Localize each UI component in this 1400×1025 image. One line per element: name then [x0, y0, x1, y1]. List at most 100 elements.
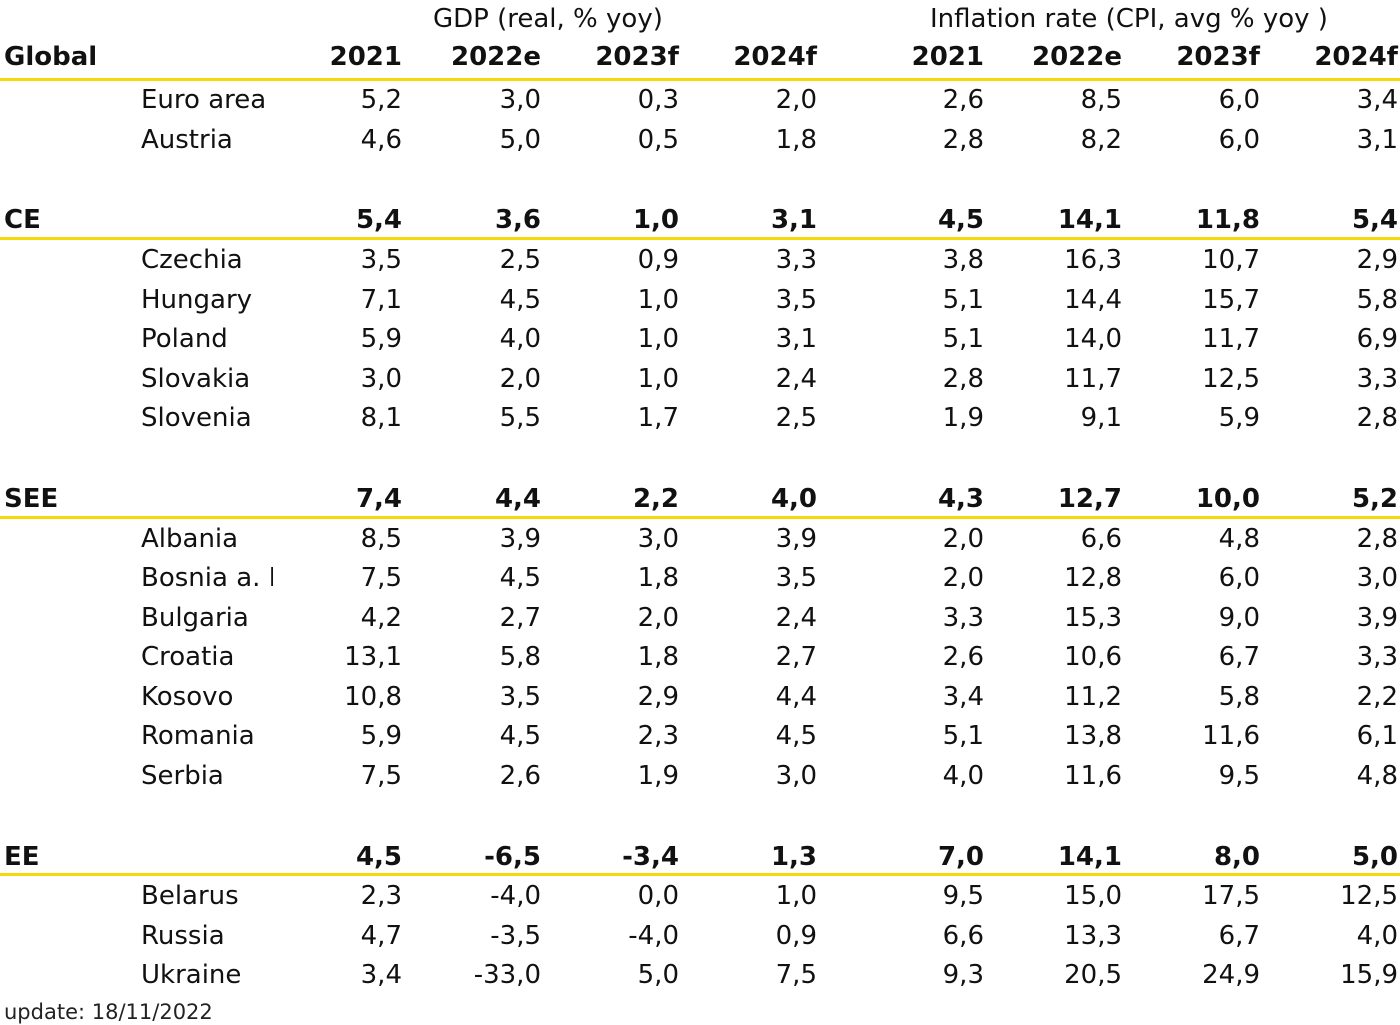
value-cell: 6,7	[1218, 642, 1260, 672]
value-cell: 5,0	[1351, 842, 1398, 872]
value-cell: 5,2	[360, 85, 402, 115]
value-cell: 12,5	[1202, 364, 1260, 394]
value-cell: 3,3	[1356, 642, 1398, 672]
value-cell: 1,0	[775, 881, 817, 911]
country-name: Austria	[141, 125, 233, 155]
value-cell: 2,0	[637, 603, 679, 633]
value-cell: 3,8	[942, 245, 984, 275]
value-cell: 0,0	[637, 881, 679, 911]
col-gdp-2021: 2021	[329, 42, 402, 72]
value-cell: 3,0	[637, 524, 679, 554]
value-cell: 4,0	[770, 484, 817, 514]
value-cell: 4,4	[775, 682, 817, 712]
value-cell: 2,8	[1356, 403, 1398, 433]
value-cell: 1,9	[942, 403, 984, 433]
table-row: Albania 8,5 3,9 3,0 3,9 2,0 6,6 4,8 2,8	[0, 524, 1400, 564]
value-cell: 2,9	[637, 682, 679, 712]
value-cell: -33,0	[473, 960, 541, 990]
table-row: Slovenia 8,1 5,5 1,7 2,5 1,9 9,1 5,9 2,8	[0, 403, 1400, 443]
table-row: Poland 5,9 4,0 1,0 3,1 5,1 14,0 11,7 6,9	[0, 324, 1400, 364]
country-name: Russia	[141, 921, 225, 951]
value-cell: 3,5	[775, 285, 817, 315]
col-gdp-2023f: 2023f	[595, 42, 679, 72]
value-cell: 2,3	[360, 881, 402, 911]
value-cell: 3,0	[499, 85, 541, 115]
value-cell: 2,7	[775, 642, 817, 672]
value-cell: 6,9	[1356, 324, 1398, 354]
value-cell: 2,6	[499, 761, 541, 791]
value-cell: 7,5	[360, 563, 402, 593]
value-cell: 11,2	[1064, 682, 1122, 712]
value-cell: 15,0	[1064, 881, 1122, 911]
region-row: SEE 7,4 4,4 2,2 4,0 4,3 12,7 10,0 5,2	[0, 484, 1400, 524]
value-cell: 13,1	[344, 642, 402, 672]
value-cell: 4,8	[1218, 524, 1260, 554]
value-cell: 3,4	[942, 682, 984, 712]
value-cell: 15,3	[1064, 603, 1122, 633]
table-row: Bosnia a. H. 7,5 4,5 1,8 3,5 2,0 12,8 6,0 3,0	[0, 563, 1400, 603]
value-cell: 2,2	[1356, 682, 1398, 712]
value-cell: 2,8	[942, 364, 984, 394]
yellow-rule	[0, 873, 1400, 876]
value-cell: 2,8	[1356, 524, 1398, 554]
value-cell: 2,0	[499, 364, 541, 394]
value-cell: 5,0	[499, 125, 541, 155]
value-cell: 1,9	[637, 761, 679, 791]
value-cell: 0,5	[637, 125, 679, 155]
value-cell: 5,8	[1218, 682, 1260, 712]
value-cell: 12,8	[1064, 563, 1122, 593]
inflation-group-header: Inflation rate (CPI, avg % yoy )	[930, 4, 1328, 34]
value-cell: 12,5	[1340, 881, 1398, 911]
value-cell: 3,0	[775, 761, 817, 791]
value-cell: 4,5	[499, 721, 541, 751]
value-cell: 1,8	[775, 125, 817, 155]
value-cell: 2,2	[632, 484, 679, 514]
value-cell: 3,3	[1356, 364, 1398, 394]
value-cell: 2,7	[499, 603, 541, 633]
value-cell: 1,0	[637, 285, 679, 315]
value-cell: 5,4	[1351, 205, 1398, 235]
country-name: Bulgaria	[141, 603, 249, 633]
col-infl-2024f: 2024f	[1314, 42, 1398, 72]
country-name: Croatia	[141, 642, 235, 672]
table-row: Croatia 13,1 5,8 1,8 2,7 2,6 10,6 6,7 3,3	[0, 642, 1400, 682]
value-cell: 7,4	[355, 484, 402, 514]
yellow-rule	[0, 516, 1400, 519]
col-gdp-2024f: 2024f	[733, 42, 817, 72]
country-name: Euro area	[141, 85, 267, 115]
value-cell: 3,0	[1356, 563, 1398, 593]
value-cell: 0,3	[637, 85, 679, 115]
table-row: Slovakia 3,0 2,0 1,0 2,4 2,8 11,7 12,5 3,3	[0, 364, 1400, 404]
value-cell: 1,3	[770, 842, 817, 872]
table-row: Russia 4,7 -3,5 -4,0 0,9 6,6 13,3 6,7 4,0	[0, 921, 1400, 961]
value-cell: 13,8	[1064, 721, 1122, 751]
col-infl-2021: 2021	[911, 42, 984, 72]
value-cell: 1,0	[632, 205, 679, 235]
value-cell: 5,2	[1351, 484, 1398, 514]
country-name: Ukraine	[141, 960, 242, 990]
value-cell: 2,8	[942, 125, 984, 155]
yellow-rule	[0, 78, 1400, 81]
country-name: Bosnia a. H.	[141, 563, 273, 593]
value-cell: 14,1	[1057, 205, 1122, 235]
table-row: Austria 4,6 5,0 0,5 1,8 2,8 8,2 6,0 3,1	[0, 125, 1400, 165]
value-cell: 11,8	[1195, 205, 1260, 235]
col-infl-2022e: 2022e	[1032, 42, 1122, 72]
value-cell: 2,5	[775, 403, 817, 433]
value-cell: 1,7	[637, 403, 679, 433]
value-cell: 2,0	[942, 563, 984, 593]
value-cell: 9,0	[1218, 603, 1260, 633]
value-cell: 3,3	[775, 245, 817, 275]
value-cell: 4,8	[1356, 761, 1398, 791]
value-cell: 6,0	[1218, 85, 1260, 115]
value-cell: 9,5	[942, 881, 984, 911]
value-cell: 5,9	[360, 324, 402, 354]
value-cell: 6,7	[1218, 921, 1260, 951]
value-cell: 5,5	[499, 403, 541, 433]
value-cell: 2,9	[1356, 245, 1398, 275]
col-gdp-2022e: 2022e	[451, 42, 541, 72]
table-row: Hungary 7,1 4,5 1,0 3,5 5,1 14,4 15,7 5,8	[0, 285, 1400, 325]
value-cell: 6,6	[942, 921, 984, 951]
table-row: Czechia 3,5 2,5 0,9 3,3 3,8 16,3 10,7 2,9	[0, 245, 1400, 285]
value-cell: 13,3	[1064, 921, 1122, 951]
